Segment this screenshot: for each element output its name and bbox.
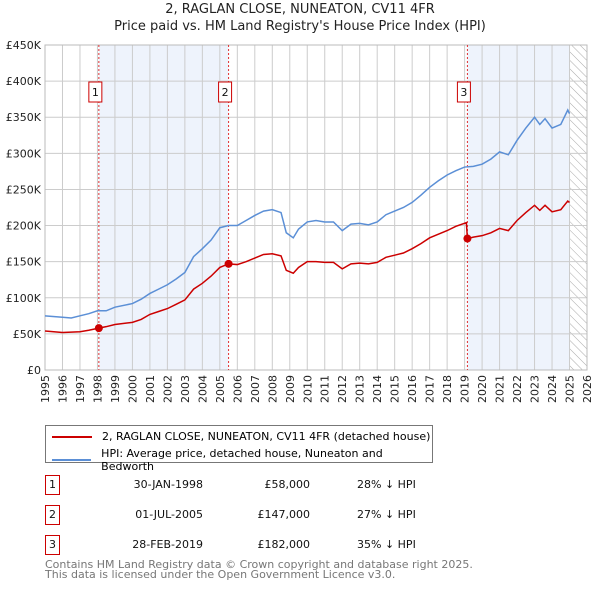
x-tick-label: 2003 bbox=[179, 375, 192, 403]
sale-row: 1 30-JAN-1998 £58,000 28% ↓ HPI bbox=[45, 475, 445, 495]
sale-marker-badge bbox=[218, 81, 233, 103]
sale-marker-label: 1 bbox=[92, 86, 99, 99]
sale-date: 28-FEB-2019 bbox=[132, 538, 203, 551]
sale-row: 2 01-JUL-2005 £147,000 27% ↓ HPI bbox=[45, 505, 445, 525]
x-tick-label: 2002 bbox=[161, 375, 174, 403]
x-tick-label: 2020 bbox=[476, 375, 489, 403]
plot-border bbox=[44, 44, 588, 371]
x-tick-label: 2012 bbox=[336, 375, 349, 403]
y-tick-label: £300K bbox=[6, 147, 42, 160]
sale-badge: 1 bbox=[45, 475, 60, 495]
sale-price: £147,000 bbox=[257, 508, 311, 521]
y-tick-label: £50K bbox=[13, 328, 42, 341]
shaded-band bbox=[98, 45, 229, 370]
x-tick-label: 2019 bbox=[459, 375, 472, 403]
sale-price: £182,000 bbox=[257, 538, 311, 551]
sale-marker-badge bbox=[88, 81, 103, 103]
sale-date: 30-JAN-1998 bbox=[133, 478, 203, 491]
y-tick-label: £200K bbox=[6, 220, 42, 233]
x-tick-label: 2006 bbox=[231, 375, 244, 403]
footer-line-1: Contains HM Land Registry data © Crown c… bbox=[45, 558, 473, 571]
x-tick-label: 2004 bbox=[196, 375, 209, 403]
sale-marker-badge bbox=[456, 81, 471, 103]
y-tick-label: £400K bbox=[6, 75, 42, 88]
sale-date: 01-JUL-2005 bbox=[135, 508, 203, 521]
y-tick-label: £100K bbox=[6, 292, 42, 305]
x-tick-label: 2009 bbox=[284, 375, 297, 403]
sale-hpi-diff: 27% ↓ HPI bbox=[357, 508, 416, 521]
y-tick-label: £350K bbox=[6, 111, 42, 124]
sale-marker-label: 3 bbox=[460, 86, 467, 99]
x-tick-label: 2015 bbox=[389, 375, 402, 403]
x-tick-label: 2010 bbox=[301, 375, 314, 403]
x-tick-label: 2001 bbox=[144, 375, 157, 403]
x-tick-label: 2017 bbox=[424, 375, 437, 403]
sale-hpi-diff: 35% ↓ HPI bbox=[357, 538, 416, 551]
sale-badge: 3 bbox=[45, 535, 60, 555]
x-tick-label: 2016 bbox=[406, 375, 419, 403]
x-tick-label: 2024 bbox=[546, 375, 559, 403]
x-tick-label: 2013 bbox=[354, 375, 367, 403]
y-tick-label: £450K bbox=[6, 39, 42, 52]
shaded-band bbox=[467, 45, 570, 370]
footer-line-2: This data is licensed under the Open Gov… bbox=[45, 568, 396, 581]
x-tick-label: 1997 bbox=[74, 375, 87, 403]
property-price-line bbox=[44, 199, 570, 334]
x-tick-label: 2008 bbox=[266, 375, 279, 403]
sale-badge: 2 bbox=[45, 505, 60, 525]
x-tick-label: 2025 bbox=[564, 375, 577, 403]
sale-point bbox=[224, 259, 233, 268]
sale-marker-label: 2 bbox=[222, 86, 229, 99]
sale-point bbox=[463, 234, 472, 243]
x-tick-label: 2022 bbox=[511, 375, 524, 403]
x-tick-label: 2021 bbox=[494, 375, 507, 403]
x-tick-label: 1998 bbox=[91, 375, 104, 403]
sale-hpi-diff: 28% ↓ HPI bbox=[357, 478, 416, 491]
x-tick-label: 2005 bbox=[214, 375, 227, 403]
x-tick-label: 2014 bbox=[371, 375, 384, 403]
hpi-line bbox=[44, 108, 571, 319]
x-tick-label: 1996 bbox=[56, 375, 69, 403]
legend: 2, RAGLAN CLOSE, NUNEATON, CV11 4FR (det… bbox=[45, 425, 433, 473]
sale-point bbox=[94, 324, 103, 333]
x-tick-label: 2000 bbox=[126, 375, 139, 403]
y-tick-label: £250K bbox=[6, 183, 42, 196]
x-tick-label: 2023 bbox=[529, 375, 542, 403]
x-tick-label: 1999 bbox=[109, 375, 122, 403]
sale-price: £58,000 bbox=[264, 478, 311, 491]
chart-subtitle: Price paid vs. HM Land Registry's House … bbox=[114, 19, 486, 34]
forecast-hatch bbox=[569, 45, 587, 370]
legend-label-property: 2, RAGLAN CLOSE, NUNEATON, CV11 4FR (det… bbox=[102, 430, 431, 443]
x-tick-label: 2026 bbox=[581, 375, 594, 403]
legend-label-hpi: HPI: Average price, detached house, Nune… bbox=[101, 447, 383, 473]
footer: Contains HM Land Registry data © Crown c… bbox=[45, 558, 473, 581]
sale-row: 3 28-FEB-2019 £182,000 35% ↓ HPI bbox=[45, 535, 445, 555]
legend-red-line bbox=[52, 435, 92, 438]
x-tick-label: 2007 bbox=[249, 375, 262, 403]
y-tick-label: £150K bbox=[6, 256, 42, 269]
x-tick-label: 2011 bbox=[319, 375, 332, 403]
legend-blue-line bbox=[52, 459, 92, 461]
plot-area: 1995 1996 1997 1998 1999 2000 2001 2002 2003 2004… bbox=[6, 39, 594, 403]
y-tick-label: £0 bbox=[27, 364, 41, 377]
chart-title: 2, RAGLAN CLOSE, NUNEATON, CV11 4FR bbox=[165, 2, 435, 17]
x-tick-label: 2018 bbox=[441, 375, 454, 403]
x-tick-label: 1995 bbox=[39, 375, 52, 403]
